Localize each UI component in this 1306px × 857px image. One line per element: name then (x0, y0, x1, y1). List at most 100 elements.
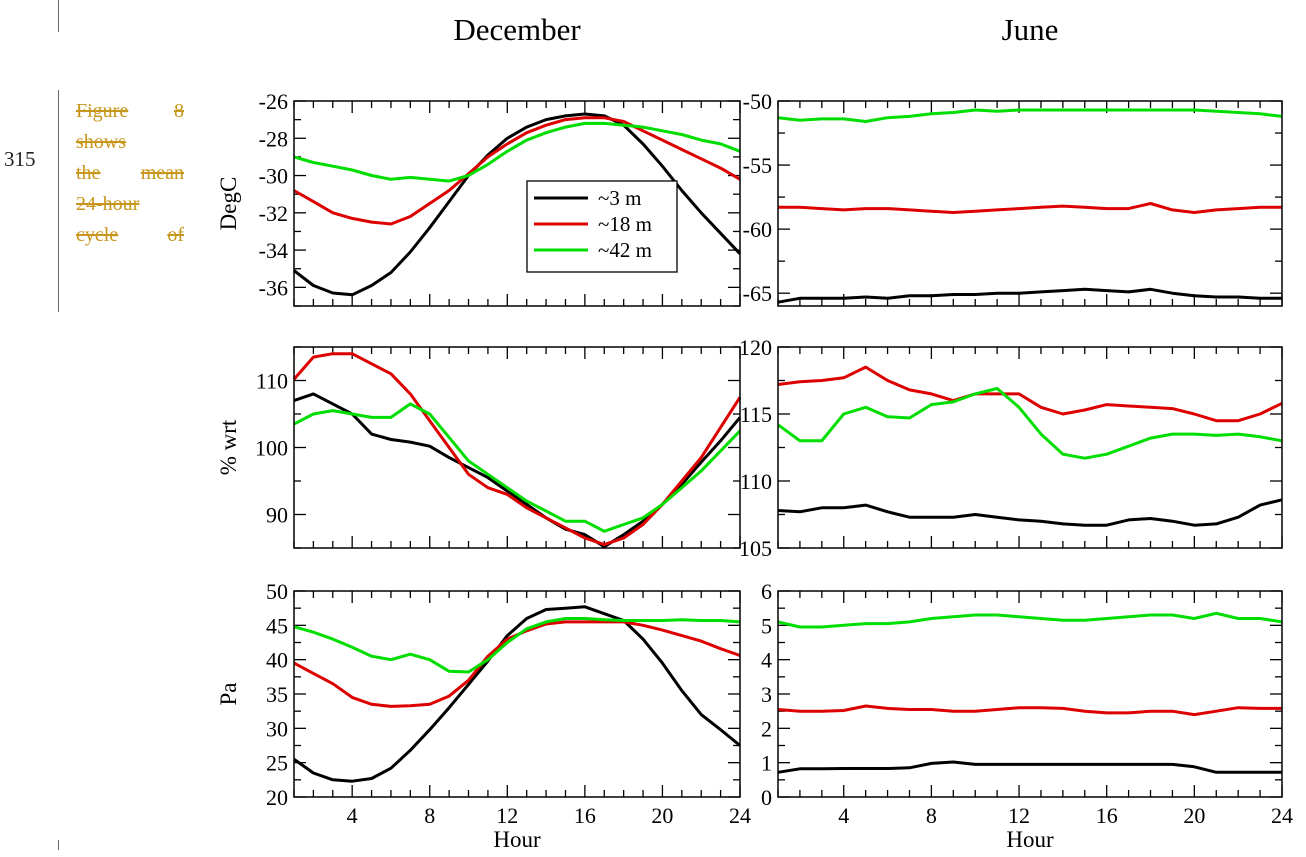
series-line (293, 617, 741, 674)
margin-text-line: cycle of (76, 220, 184, 251)
legend-label: ~18 m (598, 212, 652, 236)
plot-frame (293, 346, 741, 549)
margin-text-line: shows (76, 127, 184, 158)
y-tick-label: 40 (266, 648, 288, 673)
x-tick-label: 12 (1008, 803, 1030, 828)
series-line (293, 116, 741, 226)
y-tick-label: 110 (256, 369, 288, 394)
x-tick-label: 4 (347, 803, 358, 828)
y-tick-label: 35 (266, 682, 288, 707)
panel-0-0: -36 -34 -32 -30 -28 -26 DegC ~3 m~18 m~42 m (216, 89, 742, 307)
plot-frame (293, 100, 741, 307)
legend-label: ~42 m (598, 238, 652, 262)
x-tick-label: 16 (574, 803, 596, 828)
y-tick-label: 105 (739, 536, 772, 561)
y-tick-label: 100 (255, 436, 288, 461)
margin-text-word: shows (76, 131, 127, 153)
x-tick-label: 24 (729, 803, 751, 828)
x-tick-label: 8 (424, 803, 435, 828)
x-axis-label: Hour (1006, 827, 1054, 852)
plot-frame (777, 100, 1283, 307)
margin-rule-top (58, 0, 59, 32)
series-line (777, 704, 1282, 717)
margin-rule-bottom (58, 840, 59, 850)
margin-text-word: 8 (174, 100, 184, 122)
y-tick-label: 25 (266, 751, 288, 776)
y-tick-label: -55 (743, 153, 772, 178)
series-line (293, 402, 742, 533)
margin-text-word: the (76, 162, 101, 184)
y-tick-label: 2 (761, 716, 772, 741)
y-tick-label: -30 (259, 164, 288, 189)
y-tick-label: 20 (266, 785, 288, 810)
legend-box (526, 180, 678, 273)
series-line (777, 365, 1283, 423)
plot-frame (777, 346, 1283, 549)
y-axis-label: Pa (216, 683, 241, 706)
series-line (293, 121, 741, 183)
y-tick-label: 115 (740, 402, 772, 427)
y-tick-label: -34 (259, 238, 288, 263)
series-line (777, 287, 1282, 304)
y-tick-label: -26 (259, 89, 288, 114)
panel-1-1: 105 110 115 120 (739, 335, 1283, 561)
y-tick-label: 110 (740, 469, 772, 494)
series-line (293, 605, 741, 783)
y-tick-label: 120 (739, 335, 772, 360)
margin-rule-mid (58, 90, 59, 312)
y-tick-label: 90 (266, 503, 288, 528)
series-line (778, 202, 1282, 214)
column-title: December (453, 12, 581, 47)
y-axis-label: % wrt (216, 419, 241, 475)
y-tick-label: 6 (761, 579, 772, 604)
y-tick-label: -32 (259, 201, 288, 226)
y-tick-label: 0 (761, 785, 772, 810)
x-tick-label: 12 (496, 803, 518, 828)
x-tick-label: 20 (651, 803, 673, 828)
margin-text-line: 24-hour (76, 189, 184, 220)
y-tick-label: 3 (761, 682, 772, 707)
y-tick-label: -65 (743, 281, 772, 306)
y-tick-label: 5 (761, 613, 772, 638)
margin-text-line: Figure 8 (76, 96, 184, 127)
plot-frame (777, 590, 1283, 798)
x-tick-label: 4 (838, 803, 849, 828)
y-tick-label: 1 (761, 751, 772, 776)
x-tick-label: 20 (1183, 803, 1205, 828)
y-tick-label: -60 (743, 217, 772, 242)
x-tick-label: 16 (1096, 803, 1118, 828)
panel-1-0: 90 100 110 % wrt (216, 346, 742, 549)
series-line (777, 108, 1283, 123)
legend-label: ~3 m (598, 186, 641, 210)
legend: ~3 m~18 m~42 m (526, 180, 678, 273)
panel-0-1: -65 -60 -55 -50 (743, 89, 1283, 307)
margin-text-line: the mean (76, 158, 184, 189)
margin-text-word: 24-hour (76, 193, 140, 215)
y-tick-label: 30 (266, 716, 288, 741)
panel-2-0: 20 25 30 35 40 45 50 Pa 4 8 12 16 20 24 Hour (216, 579, 751, 852)
y-tick-label: 45 (266, 613, 288, 638)
line-number: 315 (4, 147, 36, 171)
series-line (777, 498, 1283, 527)
x-axis-label: Hour (493, 827, 541, 852)
margin-text-word: mean (140, 162, 184, 184)
series-line (777, 387, 1283, 460)
y-tick-label: -36 (259, 275, 288, 300)
y-tick-label: 4 (761, 648, 772, 673)
series-line (777, 760, 1282, 774)
y-tick-label: -50 (743, 89, 772, 114)
x-tick-label: 8 (926, 803, 937, 828)
series-line (293, 112, 742, 297)
x-tick-label: 24 (1271, 803, 1293, 828)
margin-text-word: cycle (76, 224, 119, 246)
series-line (292, 352, 742, 547)
series-line (777, 611, 1283, 629)
margin-text-word: of (167, 224, 184, 246)
y-axis-label: DegC (216, 177, 241, 231)
y-tick-label: -28 (259, 126, 288, 151)
column-title: June (1002, 12, 1059, 47)
y-tick-label: 50 (266, 579, 288, 604)
margin-text: Figure 8 shows the mean 24-hour cycle of (76, 96, 184, 251)
